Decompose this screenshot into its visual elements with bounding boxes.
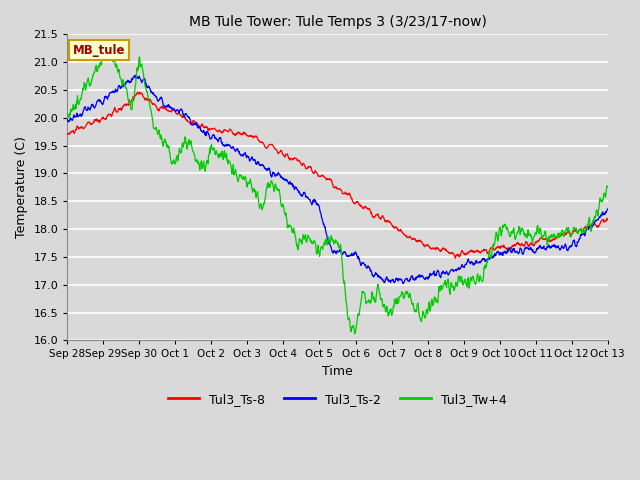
X-axis label: Time: Time bbox=[322, 365, 353, 378]
Legend: Tul3_Ts-8, Tul3_Ts-2, Tul3_Tw+4: Tul3_Ts-8, Tul3_Ts-2, Tul3_Tw+4 bbox=[163, 388, 512, 411]
Title: MB Tule Tower: Tule Temps 3 (3/23/17-now): MB Tule Tower: Tule Temps 3 (3/23/17-now… bbox=[189, 15, 486, 29]
Text: MB_tule: MB_tule bbox=[73, 44, 125, 57]
Y-axis label: Temperature (C): Temperature (C) bbox=[15, 136, 28, 239]
